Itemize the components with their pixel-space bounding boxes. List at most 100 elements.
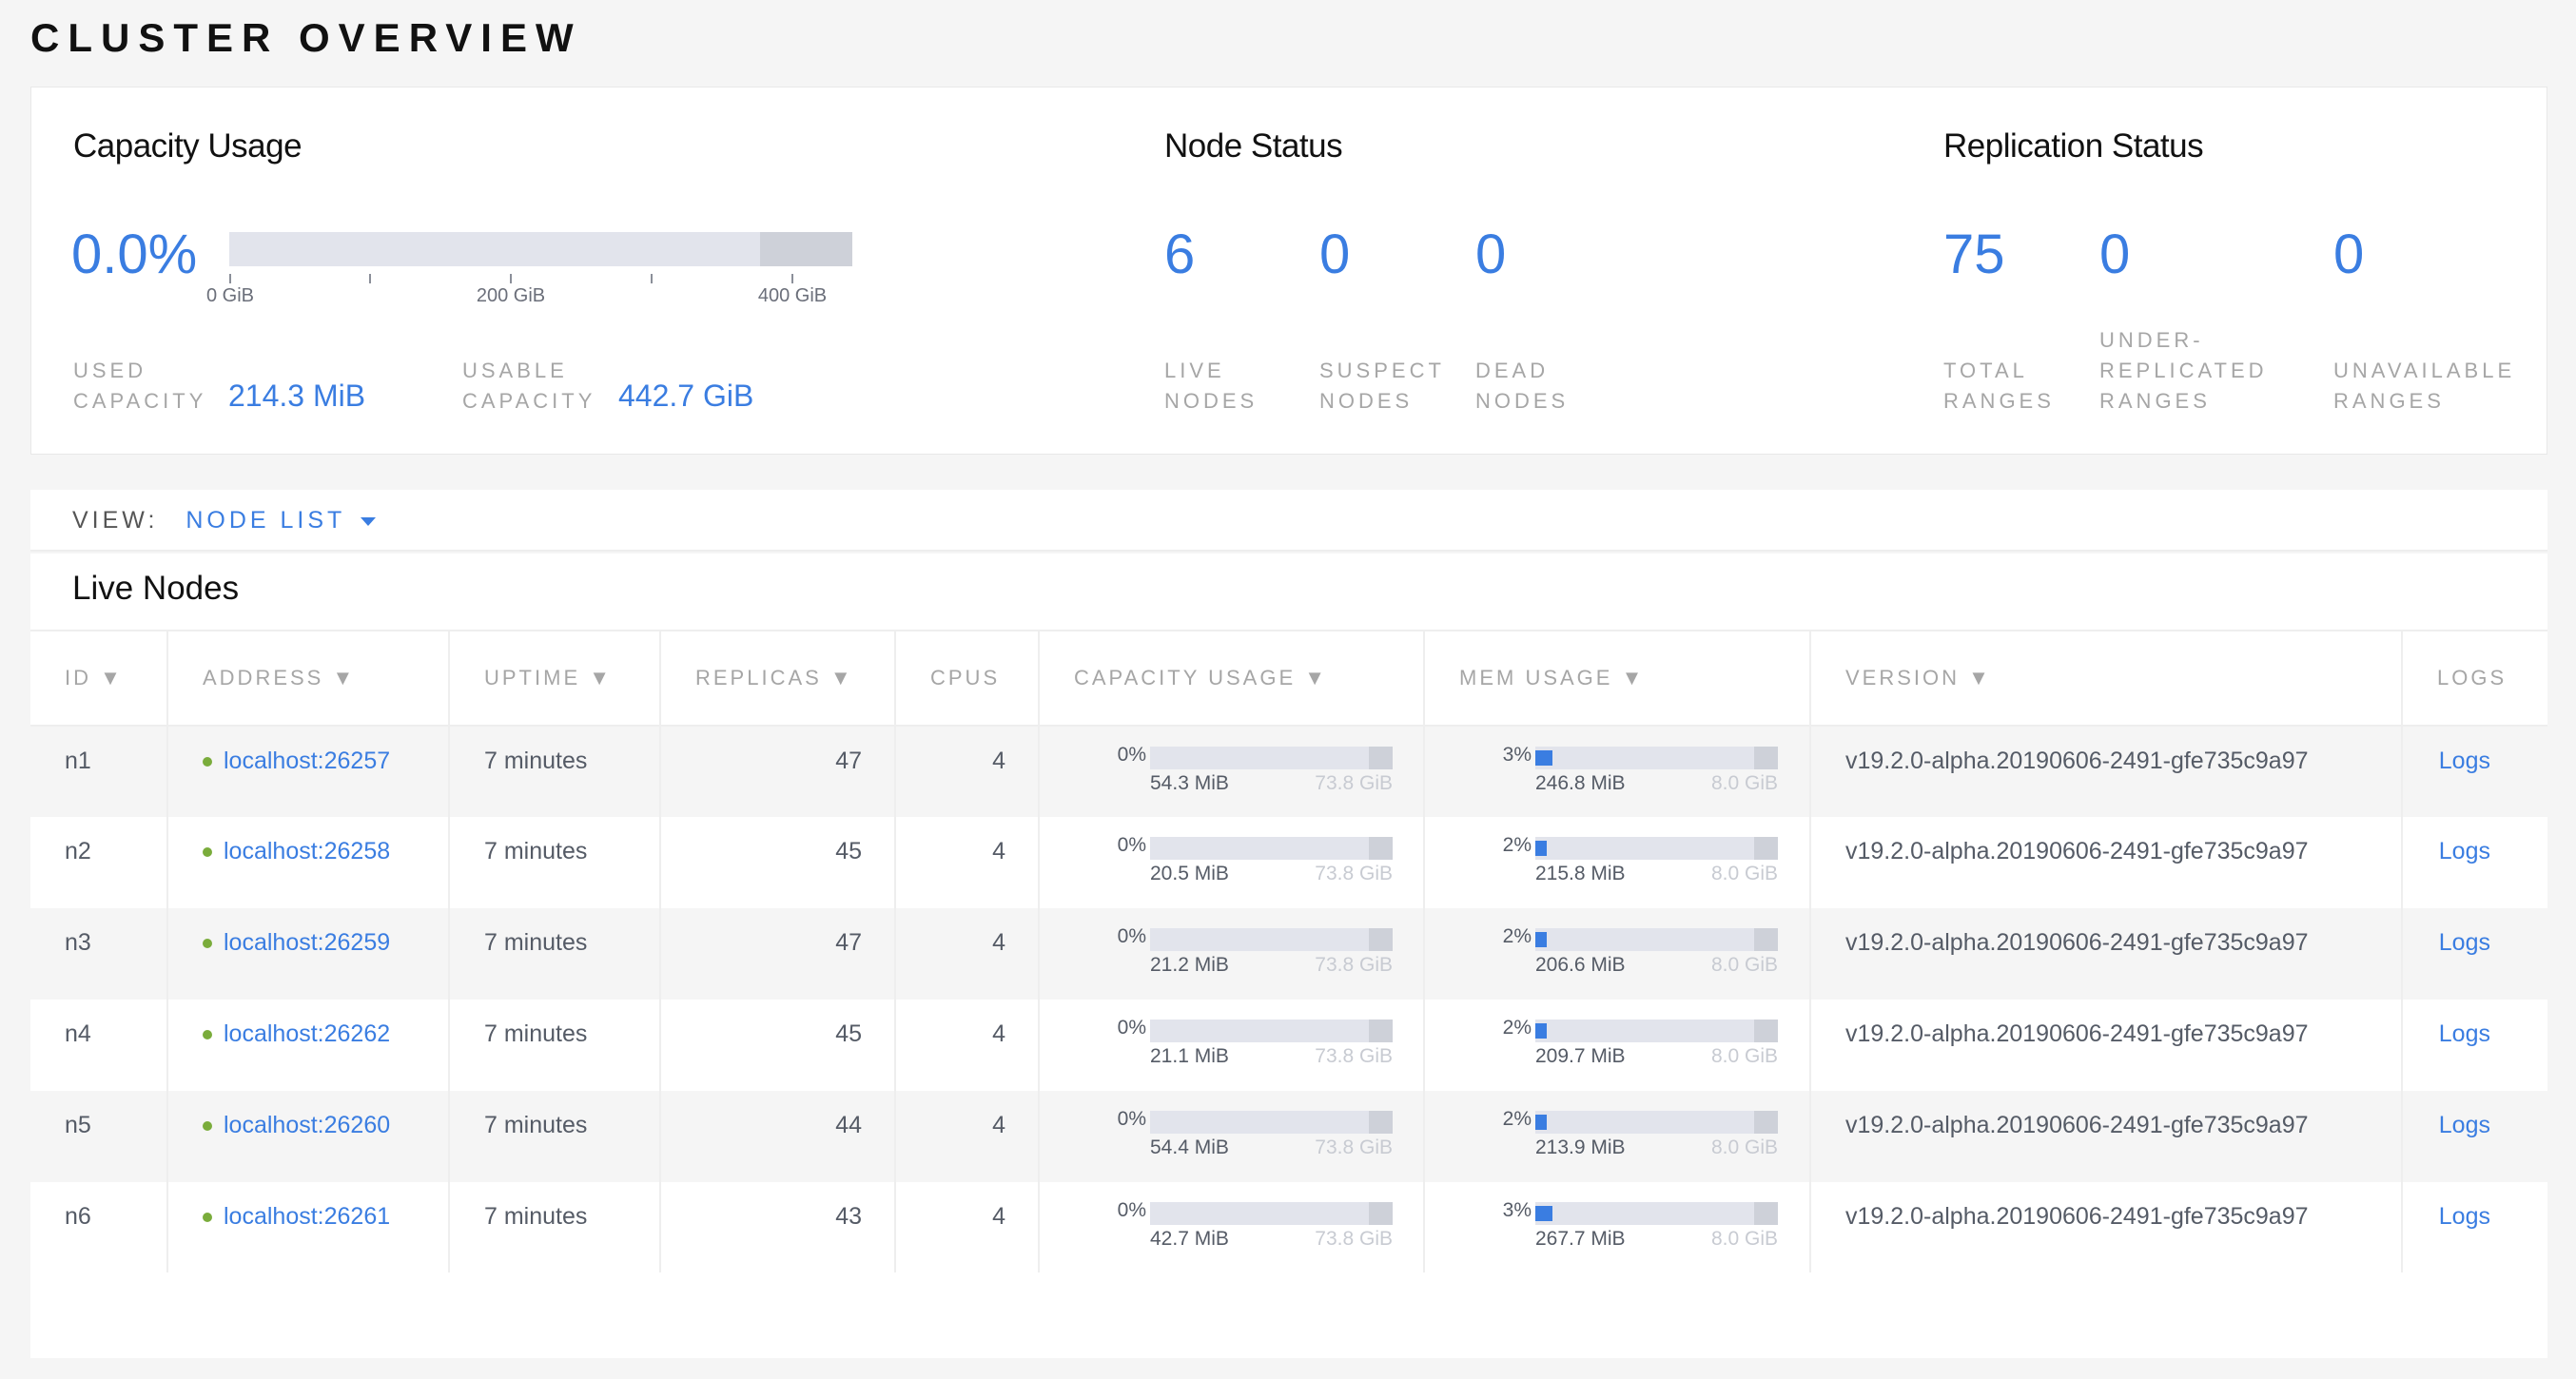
mem-percent: 2% bbox=[1502, 925, 1532, 947]
capacity-percent: 0.0% bbox=[71, 223, 198, 285]
mem-total: 8.0 GiB bbox=[1710, 1228, 1778, 1250]
mem-total: 8.0 GiB bbox=[1710, 1136, 1778, 1158]
cap-usage-bar: 0% 21.2 MiB 73.8 GiB bbox=[1087, 925, 1423, 982]
view-selector-bar: VIEW: NODE LIST bbox=[30, 490, 2547, 552]
cap-total: 73.8 GiB bbox=[1315, 863, 1393, 884]
node-id: n6 bbox=[30, 1182, 167, 1274]
node-address-link[interactable]: localhost:26262 bbox=[224, 1020, 391, 1047]
node-status-title: Node Status bbox=[1164, 127, 1343, 165]
mem-percent: 2% bbox=[1502, 834, 1532, 856]
table-row: n1 localhost:26257 7 minutes 47 4 0% 54.… bbox=[30, 726, 2547, 817]
tick-label: 200 GiB bbox=[476, 285, 546, 306]
logs-link[interactable]: Logs bbox=[2438, 1203, 2490, 1230]
logs-link[interactable]: Logs bbox=[2438, 1020, 2490, 1047]
cap-used: 21.1 MiB bbox=[1150, 1045, 1229, 1067]
replication-status-title: Replication Status bbox=[1943, 127, 2204, 165]
col-mem-usage[interactable]: MEM USAGE ▼ bbox=[1423, 630, 1810, 727]
used-capacity-value: 214.3 MiB bbox=[228, 379, 366, 413]
mem-total: 8.0 GiB bbox=[1710, 1045, 1778, 1067]
mem-usage-fill bbox=[1535, 1206, 1552, 1221]
node-address-link[interactable]: localhost:26260 bbox=[224, 1112, 391, 1138]
live-status-dot-icon bbox=[203, 1121, 212, 1132]
table-row: n4 localhost:26262 7 minutes 45 4 0% 21.… bbox=[30, 1000, 2547, 1091]
node-version: v19.2.0-alpha.20190606-2491-gfe735c9a97 bbox=[1809, 726, 2402, 817]
node-cpus: 4 bbox=[894, 1091, 1039, 1182]
cap-usage-bar: 0% 42.7 MiB 73.8 GiB bbox=[1087, 1199, 1423, 1256]
live-status-dot-icon bbox=[203, 847, 212, 858]
node-version: v19.2.0-alpha.20190606-2491-gfe735c9a97 bbox=[1809, 1182, 2402, 1274]
node-address-link[interactable]: localhost:26259 bbox=[224, 929, 391, 956]
cap-percent: 0% bbox=[1117, 744, 1146, 766]
mem-total: 8.0 GiB bbox=[1710, 772, 1778, 794]
col-replicas[interactable]: REPLICAS ▼ bbox=[659, 630, 895, 727]
mem-percent: 2% bbox=[1502, 1017, 1532, 1039]
node-cpus: 4 bbox=[894, 1000, 1039, 1091]
tick bbox=[369, 274, 371, 283]
logs-link[interactable]: Logs bbox=[2438, 748, 2490, 774]
mem-used: 215.8 MiB bbox=[1535, 863, 1626, 884]
col-id[interactable]: ID ▼ bbox=[30, 630, 167, 727]
unavailable-ranges-count: 0 bbox=[2333, 223, 2365, 285]
col-version[interactable]: VERSION ▼ bbox=[1809, 630, 2402, 727]
mem-percent: 3% bbox=[1502, 1199, 1532, 1221]
cap-total: 73.8 GiB bbox=[1315, 954, 1393, 976]
cap-used: 21.2 MiB bbox=[1150, 954, 1229, 976]
under-replicated-label: UNDER- REPLICATED RANGES bbox=[2099, 328, 2268, 413]
summary-card: Capacity Usage 0.0% 0 GiB 200 GiB 400 Gi… bbox=[30, 87, 2547, 455]
suspect-nodes-label: SUSPECT NODES bbox=[1319, 359, 1445, 413]
node-cpus: 4 bbox=[894, 817, 1039, 908]
view-dropdown[interactable]: NODE LIST bbox=[168, 507, 377, 534]
logs-link[interactable]: Logs bbox=[2438, 1112, 2490, 1138]
node-version: v19.2.0-alpha.20190606-2491-gfe735c9a97 bbox=[1809, 1091, 2402, 1182]
cap-total: 73.8 GiB bbox=[1315, 1136, 1393, 1158]
node-cpus: 4 bbox=[894, 1182, 1039, 1274]
mem-total: 8.0 GiB bbox=[1710, 954, 1778, 976]
live-nodes-count: 6 bbox=[1164, 223, 1196, 285]
mem-total: 8.0 GiB bbox=[1710, 863, 1778, 884]
cap-usage-bar: 0% 54.4 MiB 73.8 GiB bbox=[1087, 1108, 1423, 1165]
node-replicas: 45 bbox=[659, 817, 895, 908]
under-replicated-count: 0 bbox=[2099, 223, 2131, 285]
mem-usage-bar: 3% 267.7 MiB 8.0 GiB bbox=[1473, 1199, 1809, 1256]
node-address-link[interactable]: localhost:26258 bbox=[224, 838, 391, 864]
mem-used: 213.9 MiB bbox=[1535, 1136, 1626, 1158]
col-capacity-usage[interactable]: CAPACITY USAGE ▼ bbox=[1038, 630, 1424, 727]
node-id: n4 bbox=[65, 1020, 91, 1047]
logs-link[interactable]: Logs bbox=[2438, 838, 2490, 864]
mem-usage-fill bbox=[1535, 1023, 1547, 1039]
mem-usage-fill bbox=[1535, 932, 1547, 947]
cap-percent: 0% bbox=[1117, 925, 1146, 947]
mem-used: 206.6 MiB bbox=[1535, 954, 1626, 976]
mem-usage-fill bbox=[1535, 1115, 1547, 1130]
node-version: v19.2.0-alpha.20190606-2491-gfe735c9a97 bbox=[1809, 817, 2402, 908]
col-cpus: CPUS bbox=[894, 630, 1039, 727]
mem-usage-bar: 2% 213.9 MiB 8.0 GiB bbox=[1473, 1108, 1809, 1165]
mem-usage-bar: 2% 215.8 MiB 8.0 GiB bbox=[1473, 834, 1809, 891]
dead-nodes-label: DEAD NODES bbox=[1475, 359, 1570, 413]
logs-link[interactable]: Logs bbox=[2438, 929, 2490, 956]
cap-usage-bar: 0% 54.3 MiB 73.8 GiB bbox=[1087, 744, 1423, 801]
cap-percent: 0% bbox=[1117, 1199, 1146, 1221]
col-uptime[interactable]: UPTIME ▼ bbox=[448, 630, 660, 727]
cap-usage-bar: 0% 21.1 MiB 73.8 GiB bbox=[1087, 1017, 1423, 1074]
cap-percent: 0% bbox=[1117, 1017, 1146, 1039]
live-nodes-label: LIVE NODES bbox=[1164, 359, 1259, 413]
tick bbox=[651, 274, 653, 283]
cap-total: 73.8 GiB bbox=[1315, 1228, 1393, 1250]
caret-down-icon bbox=[361, 516, 377, 526]
capacity-bar bbox=[229, 232, 852, 266]
node-address-link[interactable]: localhost:26261 bbox=[224, 1203, 391, 1230]
capacity-bar-unavailable bbox=[760, 232, 852, 266]
tick-label: 0 GiB bbox=[205, 285, 255, 306]
node-replicas: 47 bbox=[659, 726, 895, 817]
node-replicas: 43 bbox=[659, 1182, 895, 1274]
mem-used: 209.7 MiB bbox=[1535, 1045, 1626, 1067]
table-footer bbox=[30, 1272, 2547, 1358]
mem-usage-bar: 3% 246.8 MiB 8.0 GiB bbox=[1473, 744, 1809, 801]
node-replicas: 45 bbox=[659, 1000, 895, 1091]
live-status-dot-icon bbox=[203, 1213, 212, 1223]
nodes-table: ID ▼ ADDRESS ▼ UPTIME ▼ REPLICAS ▼ CPUS … bbox=[30, 630, 2547, 1274]
cap-used: 20.5 MiB bbox=[1150, 863, 1229, 884]
col-address[interactable]: ADDRESS ▼ bbox=[166, 630, 449, 727]
node-address-link[interactable]: localhost:26257 bbox=[224, 748, 391, 774]
